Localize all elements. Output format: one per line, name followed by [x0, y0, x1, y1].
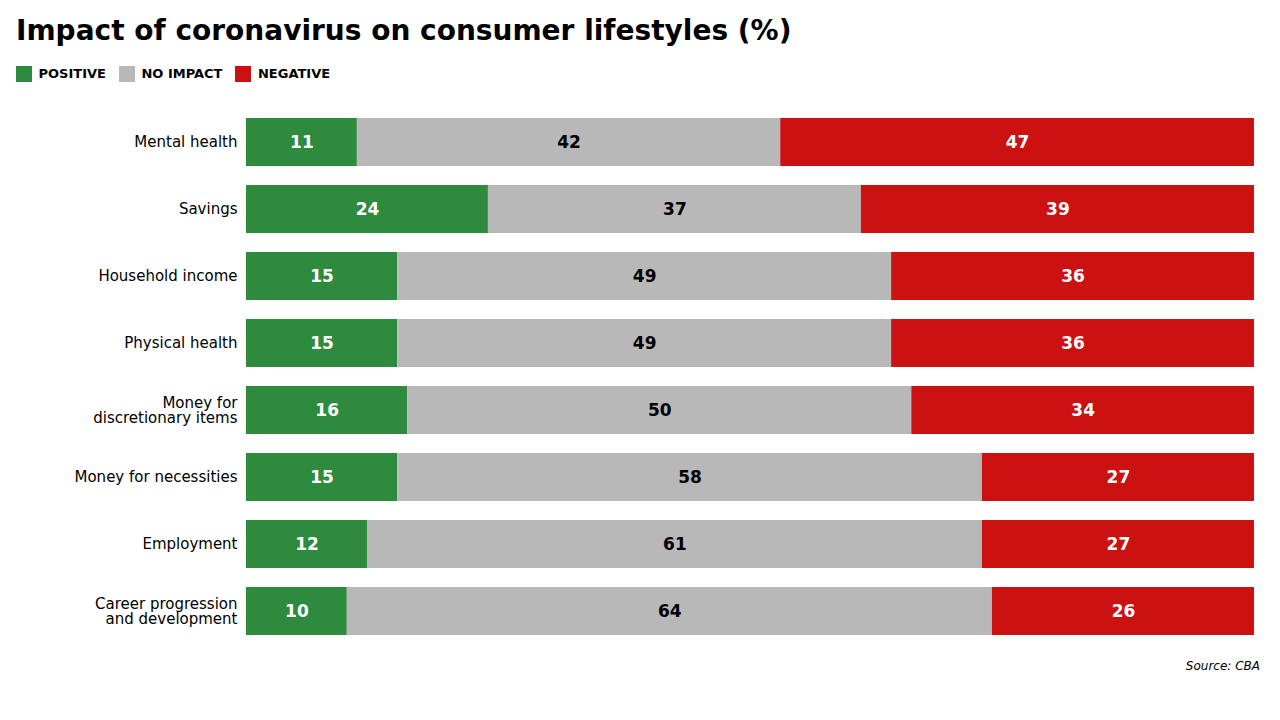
html-text:Source: CBA: Source: CBA — [1185, 658, 1260, 673]
svg-text:15: 15 — [310, 332, 334, 352]
svg-text:36: 36 — [1061, 332, 1085, 352]
svg-text:64: 64 — [658, 600, 682, 620]
svg-text:16: 16 — [315, 399, 339, 419]
svg-text:27: 27 — [1107, 533, 1131, 553]
html-text:Impact of coronavirus on consu: Impact of coronavirus on consumer lifest… — [16, 14, 792, 47]
svg-text:Household income: Household income — [98, 267, 237, 285]
svg-text:15: 15 — [310, 466, 334, 486]
svg-text:Mental health: Mental health — [134, 133, 237, 151]
html-text:NEGATIVE: NEGATIVE — [258, 66, 331, 81]
svg-text:12: 12 — [295, 533, 319, 553]
svg-text:49: 49 — [633, 332, 657, 352]
svg-text:58: 58 — [678, 466, 702, 486]
svg-text:Money for necessities: Money for necessities — [75, 468, 238, 486]
svg-text:61: 61 — [663, 533, 687, 553]
svg-text:47: 47 — [1006, 131, 1030, 151]
svg-text:39: 39 — [1046, 198, 1070, 218]
svg-text:36: 36 — [1061, 265, 1085, 285]
svg-text:15: 15 — [310, 265, 334, 285]
svg-text:34: 34 — [1071, 399, 1095, 419]
svg-text:11: 11 — [290, 131, 314, 151]
html-text:POSITIVE: POSITIVE — [38, 66, 106, 81]
svg-text:37: 37 — [663, 198, 687, 218]
svg-text:Physical health: Physical health — [124, 334, 237, 352]
svg-text:Employment: Employment — [142, 535, 237, 553]
svg-text:Savings: Savings — [179, 200, 238, 218]
svg-text:49: 49 — [633, 265, 657, 285]
svg-text:Money fordiscretionary items: Money fordiscretionary items — [93, 393, 238, 426]
svg-text:24: 24 — [356, 198, 380, 218]
html-text:NO IMPACT: NO IMPACT — [141, 66, 223, 81]
svg-text:Career progressionand developm: Career progressionand development — [95, 594, 238, 627]
svg-text:26: 26 — [1112, 600, 1136, 620]
svg-text:42: 42 — [557, 131, 581, 151]
svg-text:50: 50 — [648, 399, 672, 419]
svg-text:10: 10 — [285, 600, 309, 620]
svg-text:27: 27 — [1107, 466, 1131, 486]
